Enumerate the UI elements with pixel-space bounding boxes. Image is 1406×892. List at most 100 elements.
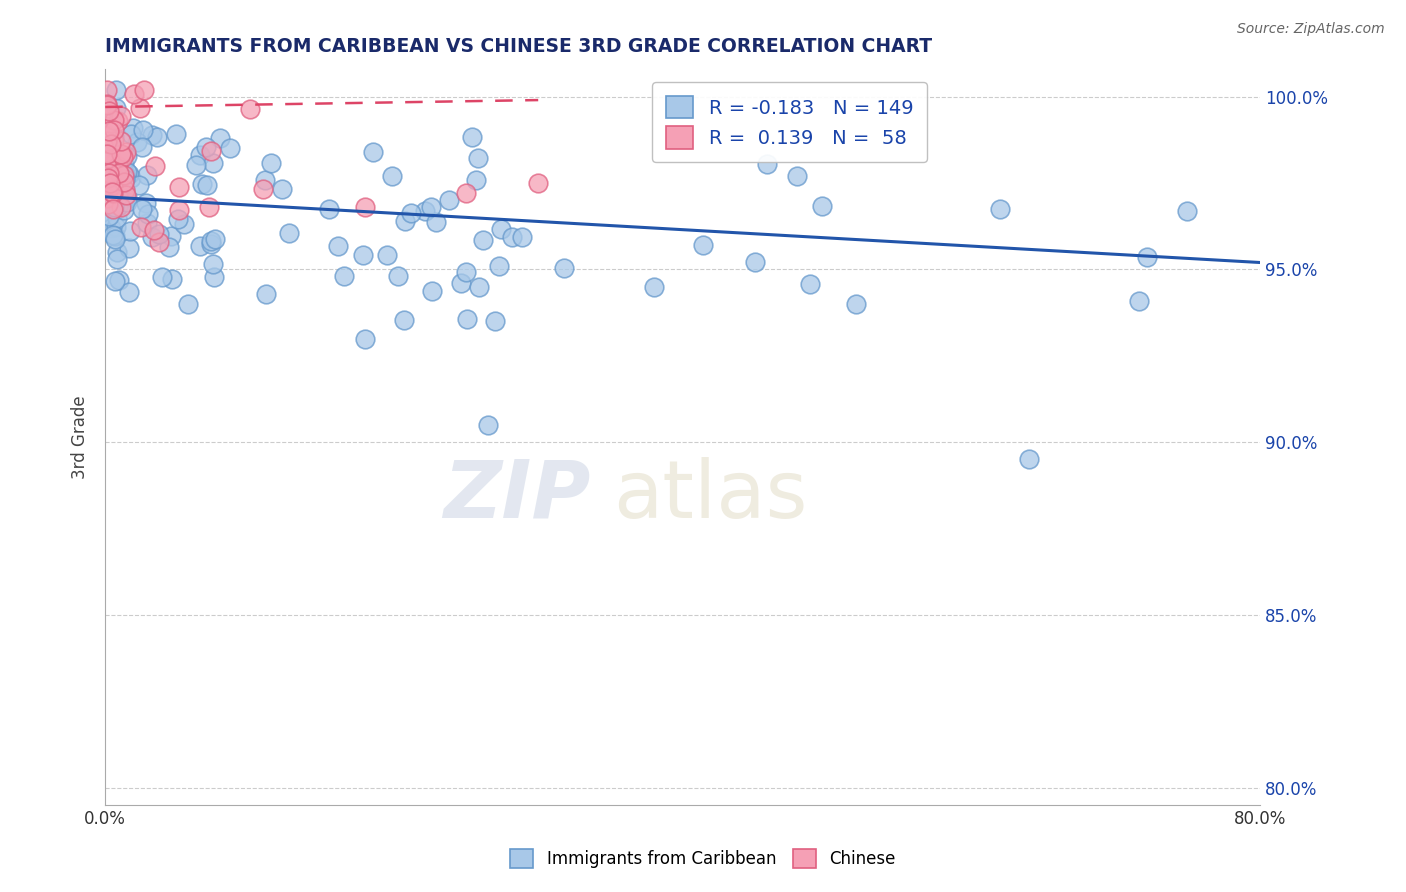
Point (146, 129, 169, 144)
Point (105, 245, 128, 260)
Point (107, 189, 129, 203)
Point (112, 168, 135, 182)
Point (425, 214, 447, 228)
Point (202, 269, 225, 284)
Point (96, 211, 118, 225)
Point (1175, 203, 1198, 218)
Point (120, 224, 142, 238)
Point (200, 144, 222, 158)
Point (115, 145, 138, 159)
Point (110, 176, 132, 190)
Point (643, 279, 665, 293)
Point (399, 206, 422, 220)
Point (105, 183, 128, 197)
Point (104, 101, 127, 115)
Point (744, 255, 766, 269)
Point (103, 156, 125, 170)
Point (96, 135, 118, 149)
Point (96, 136, 118, 150)
Point (101, 186, 124, 201)
Point (105, 83, 128, 97)
Point (527, 176, 550, 190)
Point (117, 285, 139, 300)
Point (96, 120, 118, 134)
Point (488, 259, 510, 273)
Point (110, 200, 132, 214)
Point (755, 157, 778, 171)
Point (177, 296, 200, 310)
Point (107, 114, 129, 128)
Point (252, 181, 274, 195)
Point (103, 193, 125, 207)
Legend: R = -0.183   N = 149, R =  0.139   N =  58: R = -0.183 N = 149, R = 0.139 N = 58 (652, 82, 927, 162)
Point (100, 192, 122, 206)
Point (103, 191, 125, 205)
Point (456, 265, 478, 279)
Point (100, 156, 122, 170)
Point (107, 186, 129, 201)
Point (107, 199, 129, 213)
Point (97, 210, 120, 224)
Point (188, 239, 211, 253)
Point (100, 156, 122, 170)
Point (845, 297, 868, 311)
Point (114, 183, 136, 197)
Point (165, 127, 187, 141)
Point (98, 177, 121, 191)
Point (1128, 293, 1150, 308)
Point (101, 178, 124, 192)
Point (101, 202, 124, 216)
Point (110, 110, 132, 124)
Point (115, 195, 138, 210)
Point (97, 124, 120, 138)
Point (108, 166, 131, 180)
Point (132, 83, 155, 97)
Point (131, 220, 153, 235)
Point (98, 190, 121, 204)
Point (141, 229, 163, 244)
Point (354, 332, 377, 346)
Point (117, 190, 139, 204)
Point (148, 235, 170, 249)
Point (484, 314, 506, 328)
Point (101, 182, 124, 196)
Point (112, 175, 135, 189)
Point (110, 147, 132, 161)
Point (107, 162, 129, 177)
Point (103, 227, 125, 242)
Point (468, 279, 491, 293)
Point (103, 134, 125, 148)
Point (115, 149, 138, 163)
Point (988, 202, 1011, 216)
Point (326, 239, 349, 253)
Point (200, 234, 222, 248)
Point (97, 196, 120, 211)
Point (108, 161, 131, 175)
Point (98, 128, 121, 142)
Point (254, 286, 277, 301)
Point (201, 156, 224, 170)
Point (96, 176, 118, 190)
Point (97, 154, 120, 169)
Point (103, 200, 125, 214)
Point (278, 226, 301, 240)
Point (160, 272, 183, 286)
Point (104, 180, 127, 194)
Point (117, 167, 139, 181)
Point (394, 313, 416, 327)
Point (104, 274, 127, 288)
Point (96, 128, 118, 142)
Text: atlas: atlas (613, 457, 807, 535)
Point (150, 269, 173, 284)
Point (195, 178, 218, 193)
Point (100, 220, 122, 235)
Point (120, 127, 142, 141)
Point (120, 170, 142, 185)
Point (692, 237, 714, 252)
Point (454, 186, 477, 201)
Point (361, 145, 384, 159)
Point (96, 189, 118, 203)
Point (114, 183, 136, 197)
Point (394, 214, 416, 228)
Point (167, 180, 190, 194)
